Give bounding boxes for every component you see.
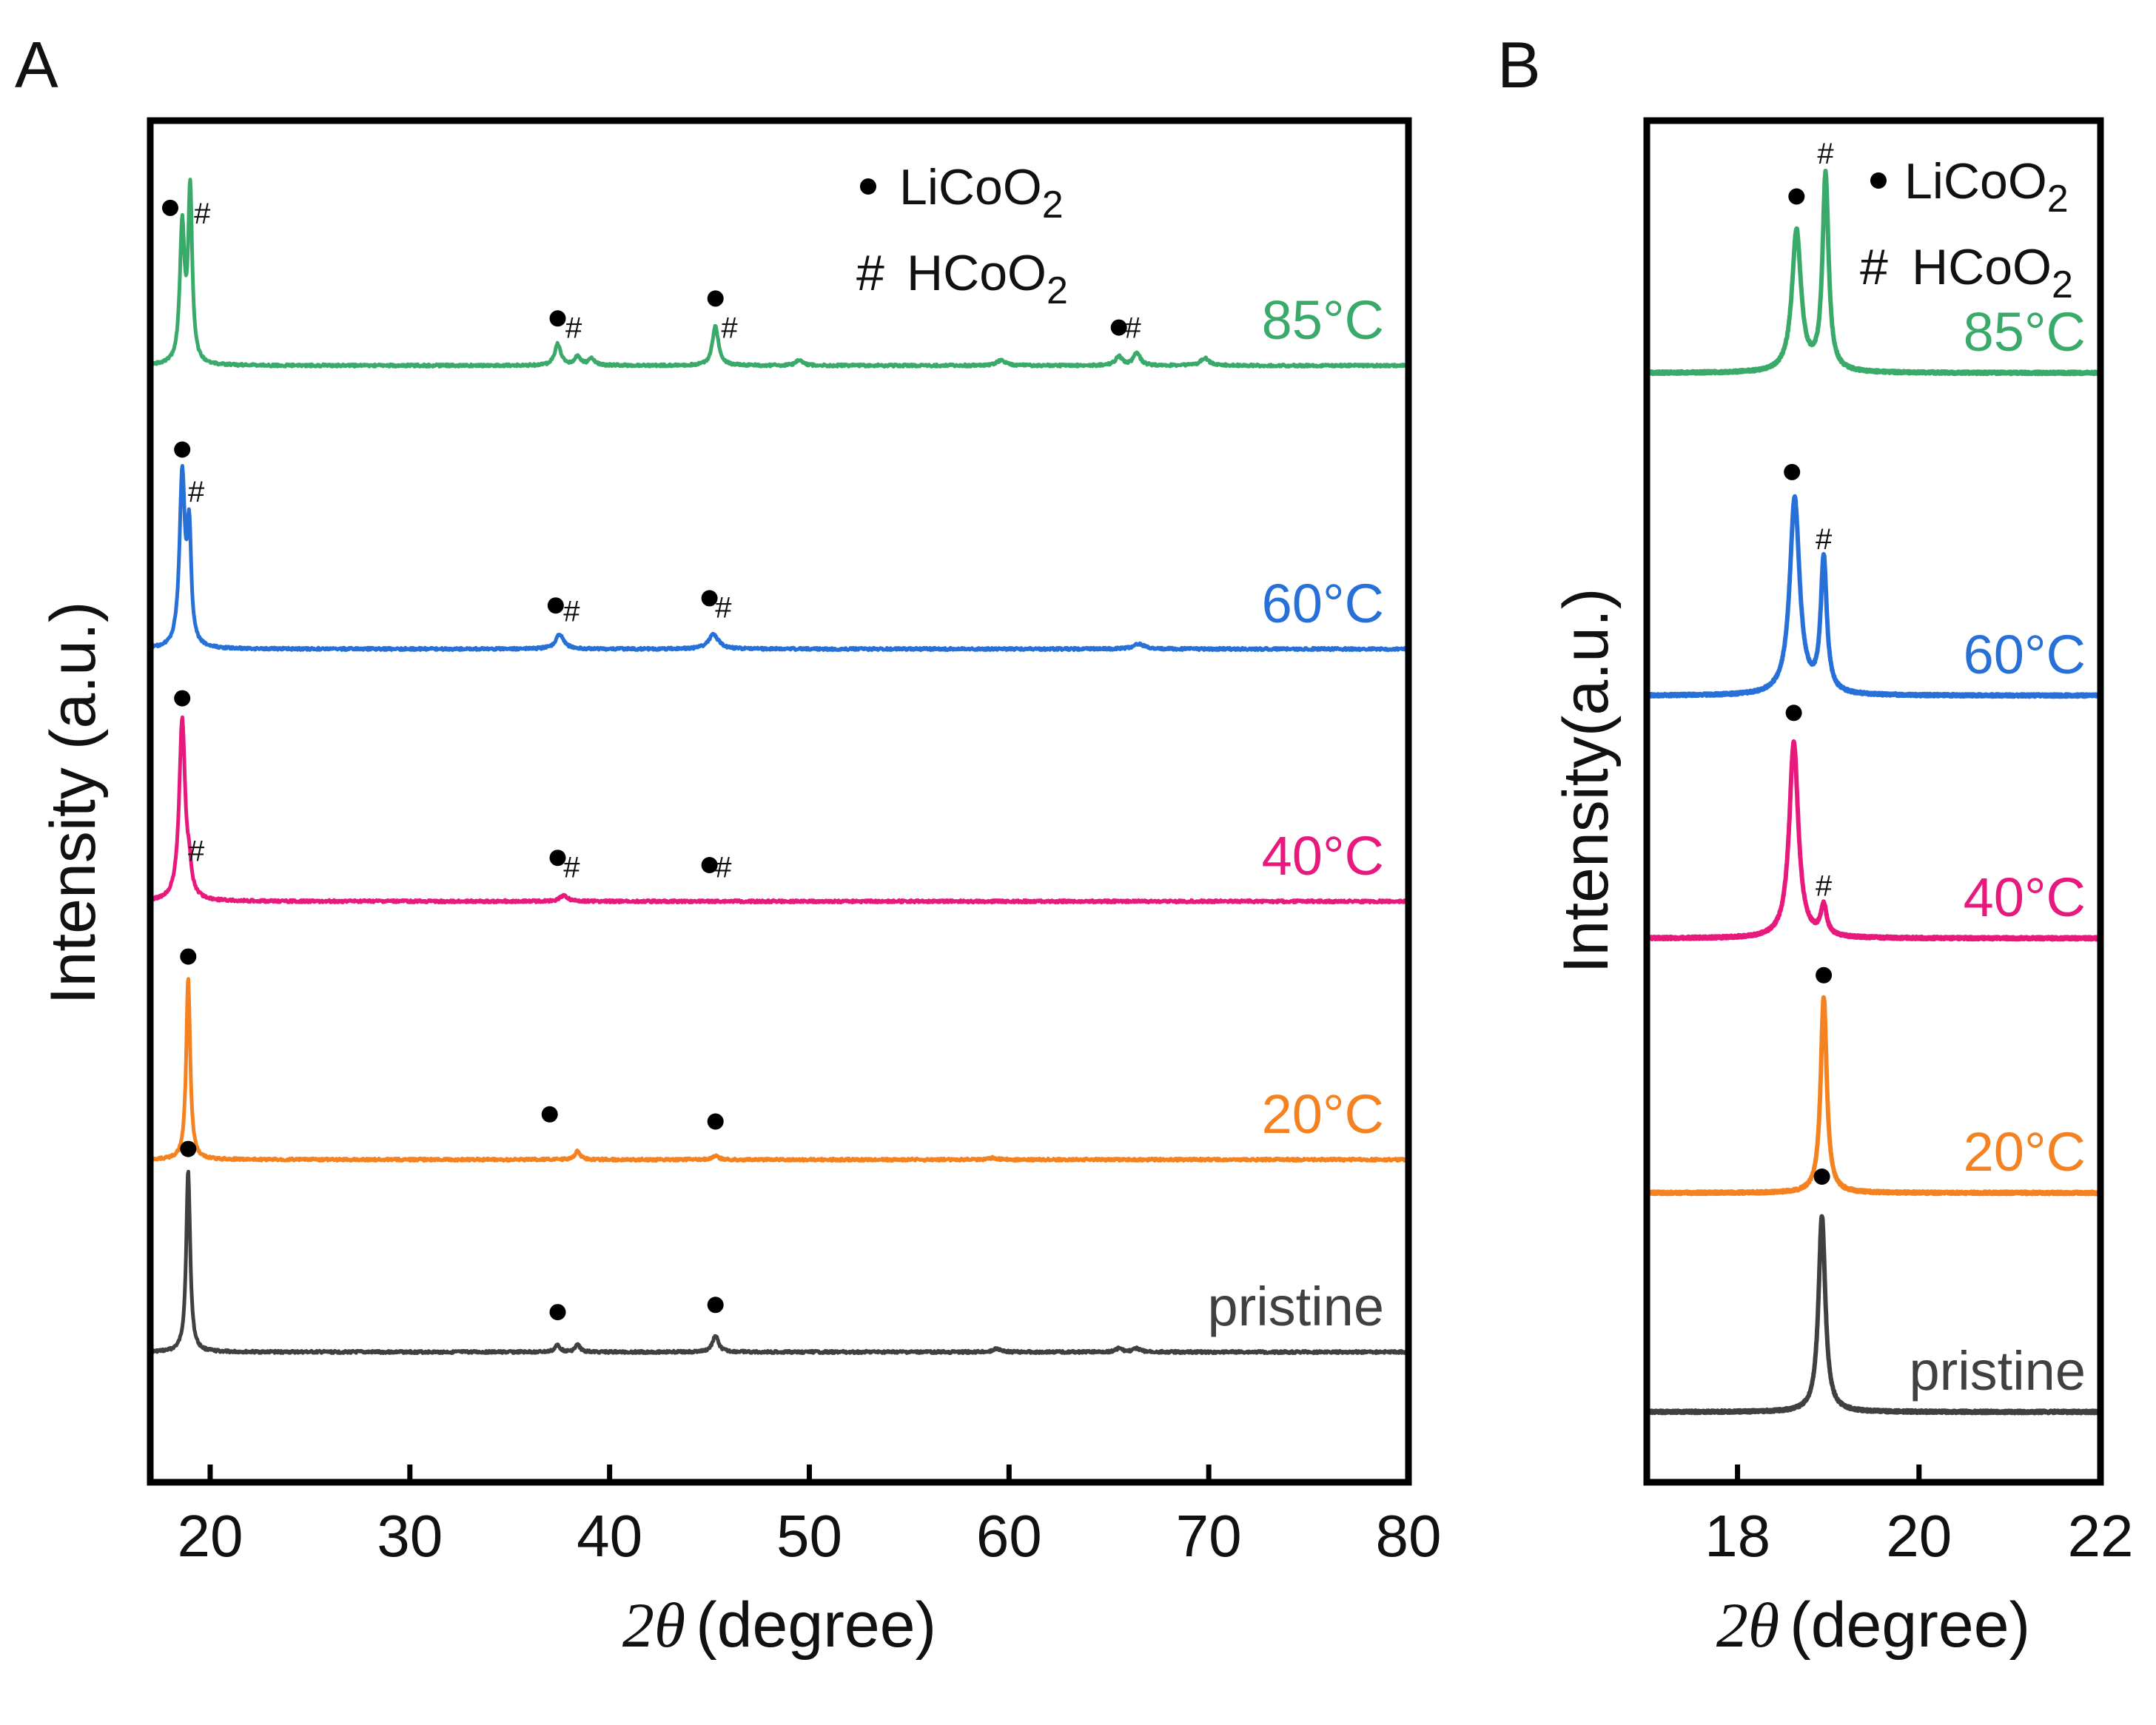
series-line-20c	[1646, 995, 2101, 1197]
peak-markers: # # #	[1784, 138, 1834, 1185]
hcoo2-peak-marker: #	[1124, 312, 1141, 345]
hcoo2-peak-marker: #	[721, 312, 738, 345]
x-axis-title: 2θ (degree)	[1716, 1590, 2030, 1661]
series-labels: pristine 20°C 40°C 60°C 85°C	[1207, 289, 1384, 1337]
x-tick-label: 80	[1376, 1503, 1442, 1569]
hcoo2-peak-marker: #	[715, 592, 732, 625]
series-label: pristine	[1207, 1276, 1384, 1337]
plot-frame	[1643, 117, 2104, 1486]
licoo2-peak-marker	[707, 1297, 724, 1314]
y-axis-title: Intensity (a.u.)	[38, 602, 109, 1005]
licoo2-peak-marker	[162, 199, 178, 216]
series-lines	[1646, 169, 2101, 1416]
x-tick-label: 40	[577, 1503, 642, 1569]
licoo2-peak-marker	[707, 290, 724, 307]
legend-hash-marker: #	[856, 245, 884, 301]
series-line-60c	[1646, 494, 2101, 699]
peak-markers: # # # # # # # # # #	[162, 198, 1141, 1321]
y-axis-title: Intensity(a.u.)	[1551, 588, 1622, 974]
series-line-20c	[149, 977, 1409, 1163]
legend-hcoo2: HCoO2	[1912, 239, 2073, 306]
x-axis-ticks: 18 20 22	[1705, 1465, 2133, 1569]
licoo2-peak-marker	[549, 850, 566, 867]
series-line-40c	[1646, 739, 2101, 942]
hcoo2-peak-marker: #	[188, 476, 205, 508]
legend-circle-marker	[1870, 172, 1887, 189]
series-line-40c	[149, 715, 1410, 905]
series-line-pristine	[1646, 1214, 2101, 1416]
series-labels: pristine 20°C 40°C 60°C 85°C	[1909, 301, 2086, 1402]
series-label: 40°C	[1964, 867, 2086, 928]
series-label: 20°C	[1262, 1083, 1384, 1145]
legend-circle-marker	[860, 178, 876, 195]
panel-label: B	[1497, 28, 1541, 101]
licoo2-peak-marker	[180, 948, 197, 965]
x-tick-label: 20	[177, 1503, 243, 1569]
series-label: 20°C	[1964, 1121, 2086, 1183]
panel-label: A	[15, 28, 58, 101]
legend: LiCoO2 # HCoO2	[1860, 153, 2073, 306]
series-label: 40°C	[1262, 825, 1384, 887]
series-label: 85°C	[1262, 289, 1384, 351]
x-axis-title: 2θ (degree)	[622, 1590, 936, 1661]
hcoo2-peak-marker: #	[1817, 138, 1834, 170]
hcoo2-peak-marker: #	[565, 312, 582, 345]
x-tick-label: 30	[377, 1503, 443, 1569]
licoo2-peak-marker	[549, 310, 566, 327]
licoo2-peak-marker	[174, 690, 191, 707]
licoo2-peak-marker	[1110, 319, 1127, 336]
panel-a: A # # # # # # # # # # pristine 20°C 40°C 60°C 85°C 20…	[15, 28, 1441, 1661]
licoo2-peak-marker	[1813, 1169, 1830, 1185]
licoo2-peak-marker	[1788, 188, 1805, 205]
licoo2-peak-marker	[701, 857, 718, 873]
hcoo2-peak-marker: #	[1816, 870, 1833, 903]
legend-hcoo2: HCoO2	[907, 245, 1068, 312]
series-line-85c	[1646, 169, 2101, 377]
licoo2-peak-marker	[547, 597, 564, 614]
x-tick-label: 70	[1176, 1503, 1242, 1569]
hcoo2-peak-marker: #	[715, 852, 732, 884]
hcoo2-peak-marker: #	[563, 596, 580, 628]
legend: LiCoO2 # HCoO2	[856, 159, 1068, 312]
x-tick-label: 50	[776, 1503, 842, 1569]
hcoo2-peak-marker: #	[1816, 523, 1833, 556]
series-label: pristine	[1909, 1340, 2086, 1402]
series-line-85c	[149, 178, 1409, 369]
legend-hash-marker: #	[1860, 239, 1888, 295]
x-tick-label: 20	[1886, 1503, 1952, 1569]
x-tick-label: 60	[976, 1503, 1042, 1569]
licoo2-peak-marker	[1816, 966, 1833, 983]
hcoo2-peak-marker: #	[188, 835, 205, 867]
licoo2-peak-marker	[707, 1113, 724, 1130]
panel-b: B # # # pristine 20°C 40°C 60°C 85°C 18 20 22 Li…	[1497, 28, 2133, 1661]
series-lines	[149, 178, 1410, 1356]
series-line-60c	[149, 464, 1409, 653]
plot-frame	[147, 117, 1412, 1486]
x-tick-label: 18	[1705, 1503, 1770, 1569]
licoo2-peak-marker	[1785, 705, 1802, 722]
licoo2-peak-marker	[180, 1140, 197, 1157]
series-line-pristine	[149, 1169, 1409, 1356]
licoo2-peak-marker	[174, 441, 191, 458]
hcoo2-peak-marker: #	[194, 198, 211, 230]
licoo2-peak-marker	[1784, 463, 1801, 480]
legend-licoo2: LiCoO2	[899, 159, 1064, 226]
legend-licoo2: LiCoO2	[1904, 153, 2069, 221]
series-label: 60°C	[1964, 624, 2086, 685]
x-tick-label: 22	[2068, 1503, 2134, 1569]
licoo2-peak-marker	[549, 1304, 566, 1321]
hcoo2-peak-marker: #	[563, 852, 580, 884]
x-axis-ticks: 20 30 40 50 60 70 80	[177, 1465, 1441, 1569]
licoo2-peak-marker	[541, 1106, 558, 1123]
licoo2-peak-marker	[701, 590, 718, 607]
series-label: 60°C	[1262, 573, 1384, 634]
series-label: 85°C	[1964, 301, 2086, 363]
